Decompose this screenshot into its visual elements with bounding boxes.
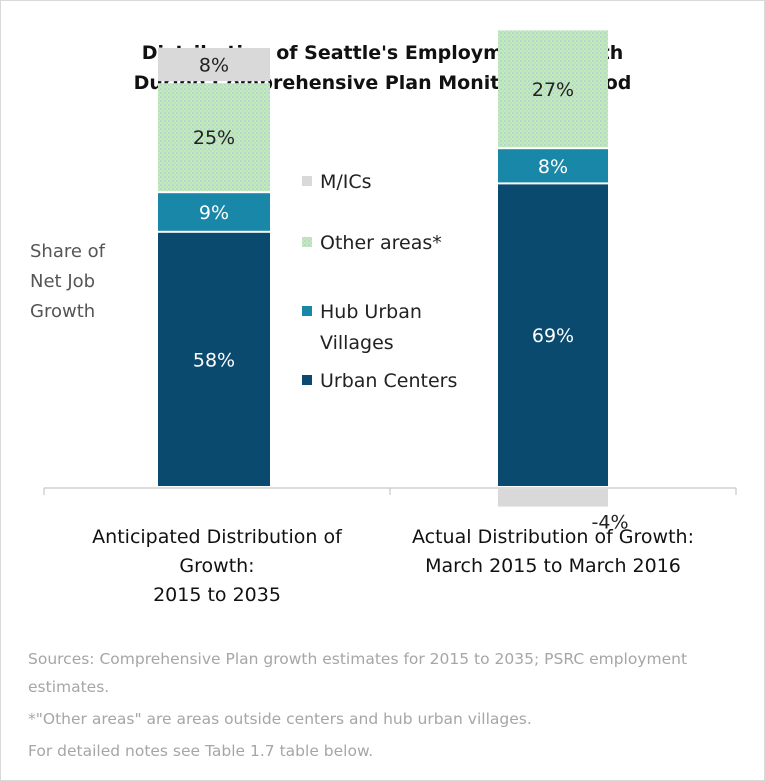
x-category-actual-line-1: Actual Distribution of Growth: [412,526,694,548]
y-axis-label-line-3: Growth [30,301,96,322]
bars-group: 58% 9% 25% 8% 69% 8% 27% -4% [158,30,629,534]
x-category-anticipated-line-2: Growth: [179,555,255,577]
legend-swatch-urban-centers [302,375,312,385]
y-axis-label-line-1: Share of [30,241,106,262]
legend-swatch-m-ics [302,176,312,186]
x-category-anticipated: Anticipated Distribution of Growth: 2015… [58,523,376,610]
legend-label-urban-centers: Urban Centers [320,370,457,392]
legend-group: M/ICs Other areas* Hub Urban Villages Urban … [302,171,457,392]
x-category-actual: Actual Distribution of Growth: March 201… [388,523,718,581]
bar-0-hub-urban-villages-label: 9% [199,202,229,224]
legend-swatch-other-areas [302,237,312,247]
bar-0-m-ics-label: 8% [199,55,229,77]
bar-1-urban-centers [498,184,608,486]
x-axis-group [43,487,737,495]
y-axis-label: Share of Net Job Growth [30,237,140,327]
detailed-notes-note: For detailed notes see Table 1.7 table b… [28,742,374,760]
bar-0-hub-urban-villages [158,193,270,231]
bar-0-other-areas [158,83,270,192]
legend-label-hub-urban-villages-line-2: Villages [320,332,394,354]
legend-label-m-ics: M/ICs [320,171,372,193]
bar-1-other-areas-label: 27% [532,79,574,101]
bar-0-other-areas-label: 25% [193,127,235,149]
bar-1-m-ics [498,489,608,507]
x-category-anticipated-line-1: Anticipated Distribution of [92,526,342,548]
bar-1-urban-centers-label: 69% [532,325,574,347]
y-axis-label-line-2: Net Job [30,271,96,292]
bar-1-hub-urban-villages-label: 8% [538,156,568,178]
bar-1-hub-urban-villages [498,149,608,183]
bar-1-other-areas [498,30,608,148]
bar-0-m-ics [158,48,270,82]
bar-1-m-ics-label: -4% [592,512,629,534]
other-areas-note: *"Other areas" are areas outside centers… [28,710,532,728]
x-category-anticipated-line-3: 2015 to 2035 [153,584,281,606]
bar-0-urban-centers [158,232,270,486]
chart-notes: Sources: Comprehensive Plan growth estim… [28,645,748,769]
legend-label-hub-urban-villages-line-1: Hub Urban [320,301,422,323]
legend-label-other-areas: Other areas* [320,232,442,254]
x-category-actual-line-2: March 2015 to March 2016 [425,555,681,577]
bar-0-urban-centers-label: 58% [193,349,235,371]
sources-note: Sources: Comprehensive Plan growth estim… [28,650,688,696]
legend-swatch-hub-urban-villages [302,306,312,316]
